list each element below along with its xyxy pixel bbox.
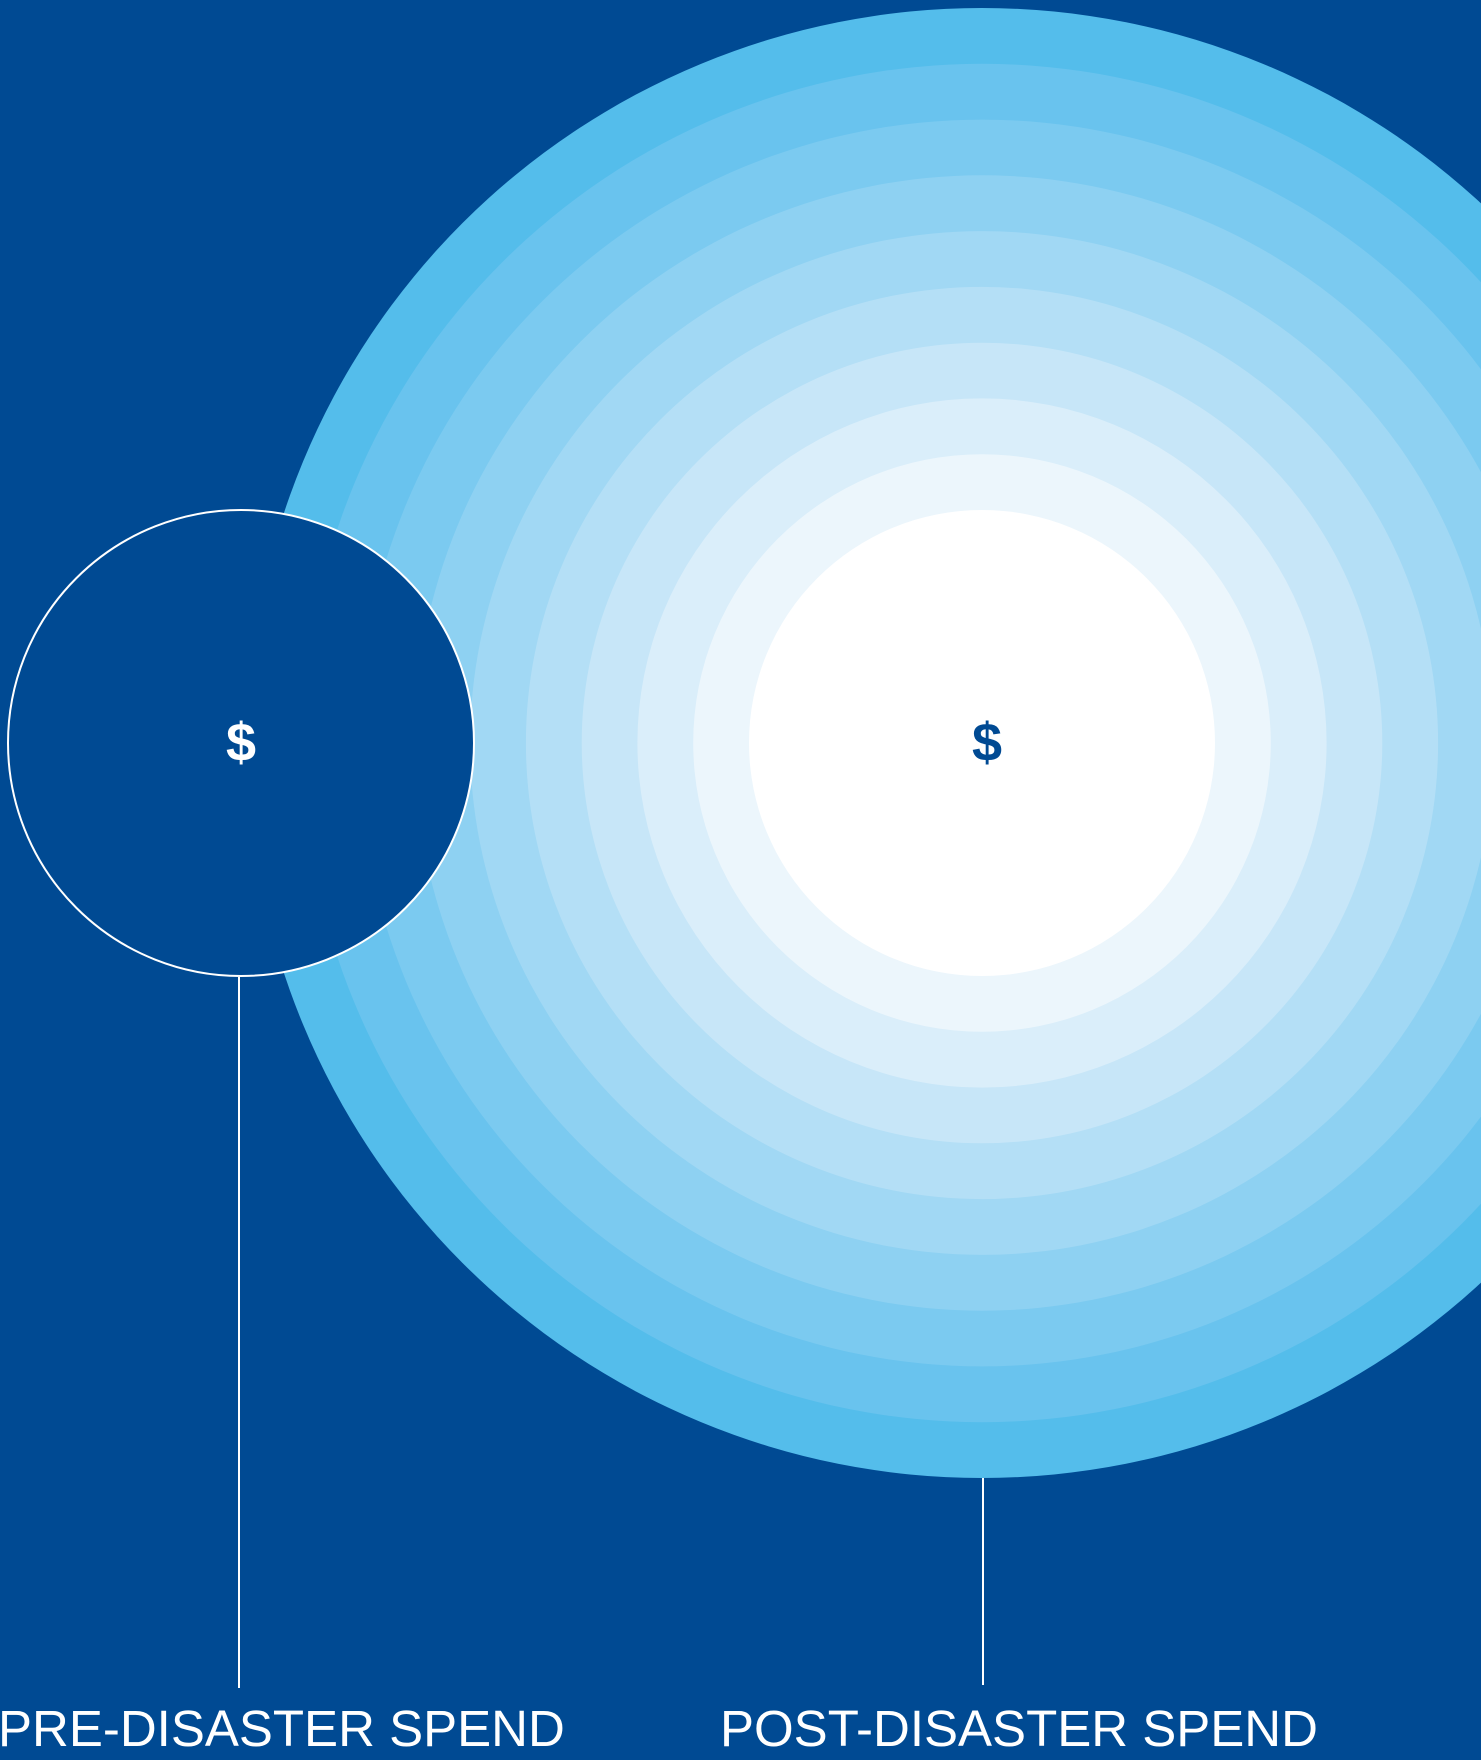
post-disaster-label: POST-DISASTER SPEND bbox=[720, 1700, 1318, 1757]
post-disaster-dollar-symbol: $ bbox=[972, 712, 1002, 772]
pre-disaster-label: PRE-DISASTER SPEND bbox=[0, 1700, 565, 1757]
pre-disaster-circle bbox=[7, 509, 475, 977]
ring-10 bbox=[749, 510, 1215, 976]
post-disaster-rings bbox=[247, 8, 1481, 1478]
pre-disaster-dollar-symbol: $ bbox=[226, 712, 256, 772]
